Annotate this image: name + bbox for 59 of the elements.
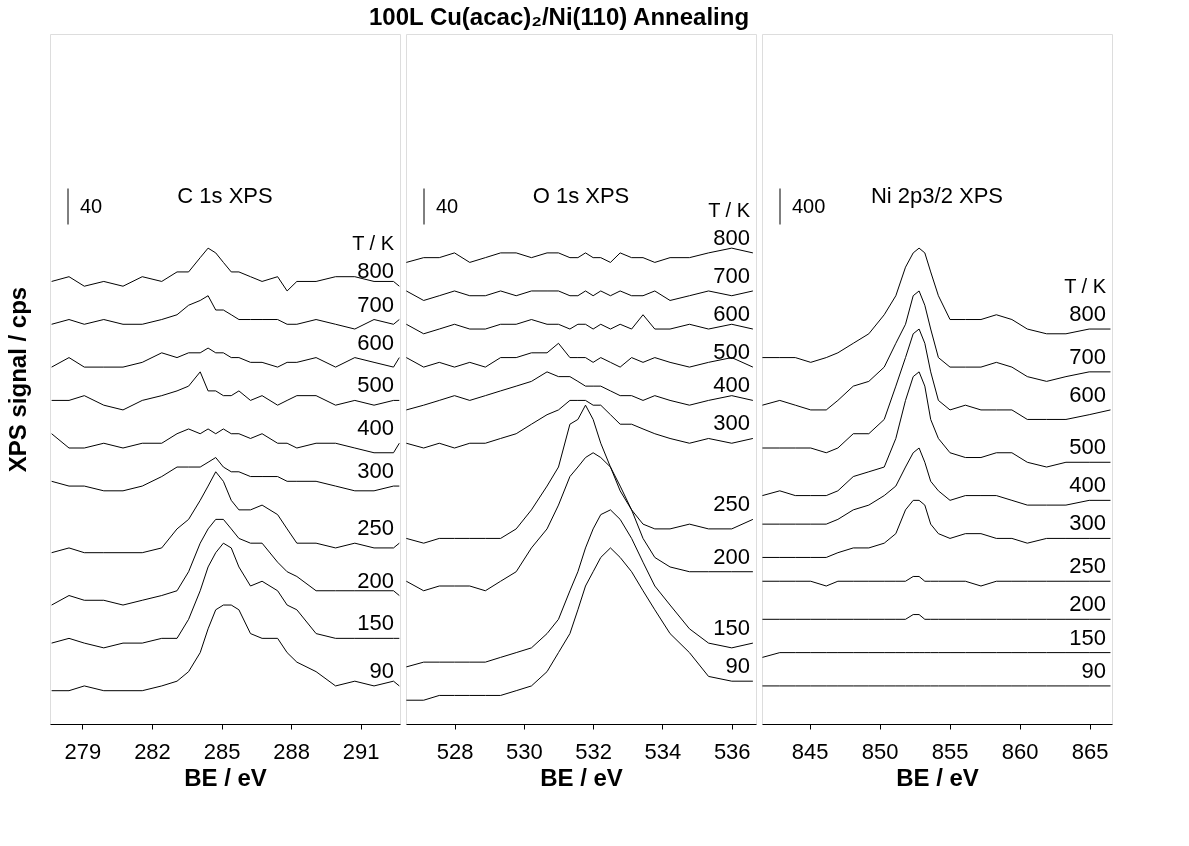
y-axis-title: XPS signal / cps	[3, 286, 31, 473]
series-label: 300	[1069, 510, 1106, 536]
series-label: 400	[713, 372, 750, 398]
series-label: 250	[1069, 553, 1106, 579]
x-tick-label: 530	[505, 738, 543, 764]
series-label: 90	[725, 653, 750, 679]
x-tick-label: 845	[791, 738, 829, 764]
series-label: 90	[369, 657, 394, 683]
series-label: 300	[357, 458, 394, 484]
series-label: 800	[1069, 301, 1106, 327]
x-tick-label: 528	[436, 738, 474, 764]
x-tick-label: 850	[861, 738, 899, 764]
series-label: 400	[1069, 472, 1106, 498]
x-tick-label: 291	[342, 738, 380, 764]
chart-title: C 1s XPS	[177, 183, 273, 209]
legend-title: T / K	[352, 232, 395, 255]
text: 40	[80, 194, 103, 217]
x-axis-title: BE / eV	[896, 763, 979, 791]
text: 40	[436, 194, 459, 217]
series-label: 500	[357, 372, 394, 398]
x-tick-label: 860	[1001, 738, 1039, 764]
chart-subtitle: O 1s XPS	[532, 183, 630, 209]
x-tick-label: 288	[273, 738, 310, 764]
legend-label: 400	[792, 194, 826, 217]
series-label: 90	[1081, 657, 1106, 683]
x-tick-label: 865	[1071, 738, 1109, 764]
legend-title: T / K	[708, 198, 751, 221]
series-label: 250	[713, 491, 750, 517]
x-tick-label: 536	[713, 738, 751, 764]
series-label: 600	[713, 301, 750, 327]
series-label: 150	[713, 615, 750, 641]
x-axis-title: BE / eV	[540, 763, 623, 791]
series-label: 300	[713, 410, 750, 436]
series-label: 500	[713, 339, 750, 365]
x-axis-title: BE / eV	[184, 763, 267, 791]
series-label: 700	[1069, 343, 1106, 369]
series-label: 200	[357, 567, 394, 593]
series-label: 500	[1069, 434, 1106, 460]
series-label: 700	[357, 291, 394, 317]
series-label: 250	[357, 515, 394, 541]
annotation: 400	[357, 415, 394, 441]
chart-title: Ni 2p3/2 XPS	[870, 183, 1004, 209]
series-label: 700	[713, 262, 750, 288]
series-label: 800	[357, 258, 394, 284]
x-tick-label: 855	[931, 738, 969, 764]
series-label: 600	[1069, 381, 1106, 407]
x-tick-label: 279	[64, 738, 102, 764]
legend-title: T / K	[1064, 275, 1107, 298]
series-label: 600	[357, 329, 394, 355]
series-label: 800	[713, 224, 750, 250]
series-label: 200	[1069, 591, 1106, 617]
x-tick-label: 534	[644, 738, 682, 764]
series-label: 150	[357, 610, 394, 636]
x-tick-label: 285	[203, 738, 241, 764]
series-label: 150	[1069, 624, 1106, 650]
x-tick-label: 282	[134, 738, 171, 764]
x-tick-label: 532	[575, 738, 612, 764]
chart-title: 100L Cu(acac)₂/Ni(110) Annealing	[368, 2, 750, 30]
series-label: 200	[713, 543, 750, 569]
